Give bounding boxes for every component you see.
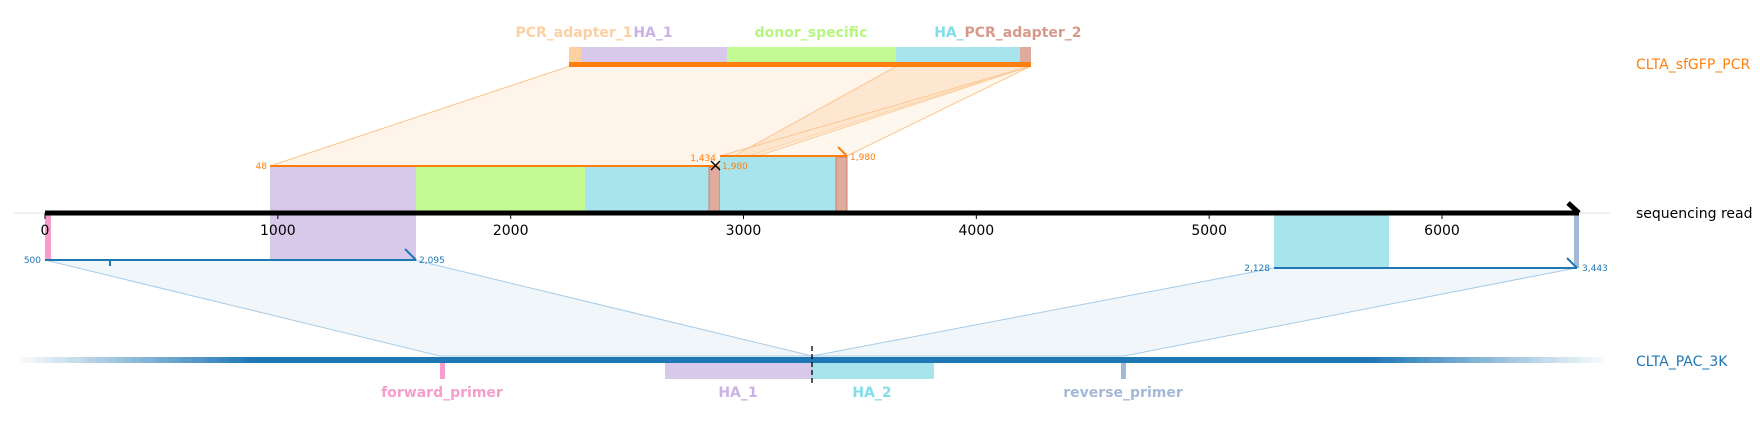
feature-ha-top	[896, 47, 1020, 63]
feature-label-pcr-adapter-1: PCR_adapter_1	[515, 25, 632, 41]
coord-bottom-right-end: 3,443	[1582, 264, 1608, 274]
feature-ha-1-top	[581, 47, 727, 63]
read-feature-pcr-adapter-2	[708, 166, 721, 213]
read-feature-pcr-adapter-3	[835, 156, 848, 213]
feature-ha-1-bottom	[665, 363, 812, 379]
top-align-hook	[837, 146, 848, 157]
track-label-reference: sequencing read	[1636, 206, 1752, 222]
read-feature-donor-specific	[416, 167, 585, 212]
feature-donor-specific-top	[727, 47, 896, 63]
feature-pcr-adapter-2-top	[1020, 47, 1031, 63]
read-feature-ha-3	[720, 157, 836, 212]
read-feature-ha-1	[270, 167, 416, 212]
feature-label-reverse-primer: reverse_primer	[1063, 385, 1183, 401]
read-feature-forward-primer	[45, 214, 51, 260]
bottom-alignment-wedge-left	[44, 259, 813, 357]
coord-bottom-left-start: 500	[24, 256, 41, 266]
axis-tick-label: 1000	[260, 223, 296, 239]
feature-label-ha-1-bottom: HA_1	[718, 385, 757, 401]
bottom-construct-bar	[14, 357, 1610, 363]
axis-tick-label: 5000	[1191, 223, 1227, 239]
top-construct: PCR_adapter_1 HA_1 donor_specific HA_ PC…	[515, 25, 1082, 67]
coord-top-mid-end: 1,434	[690, 154, 716, 164]
feature-label-ha-top: HA_	[934, 25, 964, 41]
axis-tick-label: 0	[41, 223, 50, 239]
feature-label-ha-2-bottom: HA_2	[852, 385, 891, 401]
bottom-construct: forward_primer HA_1 HA_2 reverse_primer	[14, 346, 1610, 401]
axis-tick-label: 2000	[493, 223, 529, 239]
bottom-align-hook-left	[404, 248, 417, 261]
feature-label-donor-specific: donor_specific	[755, 25, 868, 41]
feature-reverse-primer	[1121, 363, 1126, 379]
coord-top-left-start: 48	[256, 162, 268, 172]
read-feature-ha-2	[585, 167, 709, 212]
axis-ticks: 0 1000 2000 3000 4000 5000 6000	[41, 213, 1460, 239]
bottom-alignment-wedge-right	[811, 267, 1577, 357]
track-label-bottom: CLTA_PAC_3K	[1636, 354, 1728, 370]
feature-ha-2-bottom	[812, 363, 934, 379]
feature-label-ha-1-top: HA_1	[633, 25, 672, 41]
reference-axis: 0 1000 2000 3000 4000 5000 6000	[14, 201, 1610, 239]
coord-top-mid-start: 1,980	[722, 162, 748, 172]
feature-label-forward-primer: forward_primer	[381, 385, 503, 401]
reference-end-hook	[1566, 201, 1581, 215]
read-feature-blocks	[45, 156, 1579, 268]
coord-bottom-right-start: 2,128	[1244, 264, 1270, 274]
read-feature-ha-1-below-axis	[270, 214, 416, 259]
axis-tick-label: 6000	[1424, 223, 1460, 239]
bottom-alignment-brackets: 500 2,095 2,128 3,443	[24, 248, 1608, 274]
feature-pcr-adapter-1-top	[569, 47, 581, 63]
coord-bottom-left-end: 2,095	[419, 256, 445, 266]
axis-tick-label: 4000	[959, 223, 995, 239]
bottom-align-hook-right	[1566, 257, 1578, 269]
coord-top-right-end: 1,980	[850, 153, 876, 163]
feature-forward-primer	[440, 363, 445, 379]
top-alignment-brackets: 48 1,434 1,980 1,980	[256, 146, 876, 172]
read-feature-ha-right	[1274, 214, 1389, 268]
axis-tick-label: 3000	[726, 223, 762, 239]
track-label-top: CLTA_sfGFP_PCR	[1636, 57, 1750, 73]
top-align-cross-icon	[710, 160, 721, 171]
read-feature-reverse-primer	[1574, 214, 1579, 268]
top-construct-bar	[569, 62, 1031, 67]
feature-label-pcr-adapter-2: PCR_adapter_2	[964, 25, 1081, 41]
